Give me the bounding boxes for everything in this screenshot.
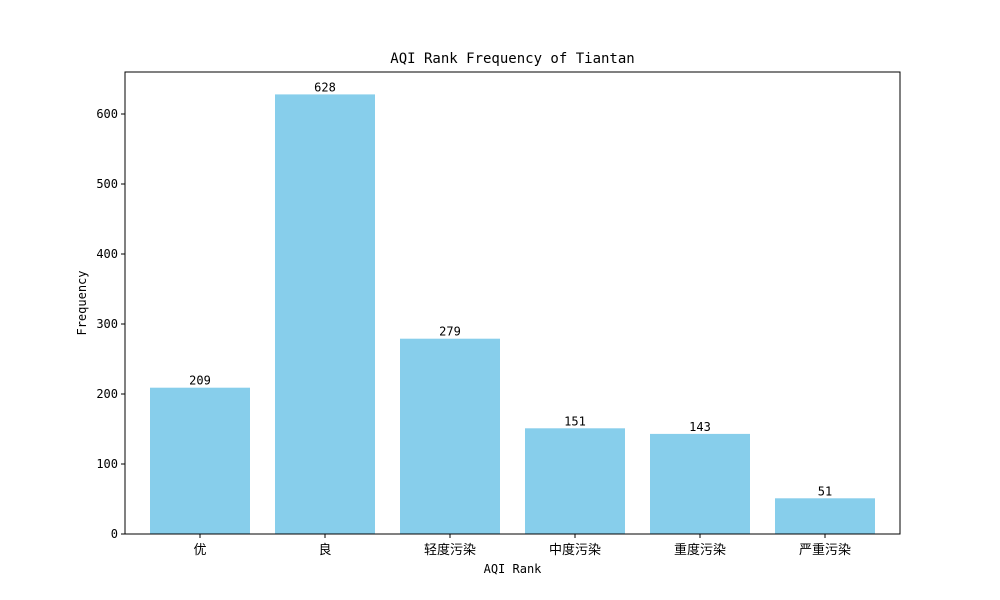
plot-frame	[124, 71, 901, 535]
bar	[150, 387, 250, 534]
bar	[400, 338, 500, 534]
y-tick-label: 500	[96, 177, 118, 191]
bar-data-label: 143	[689, 420, 711, 434]
y-tick-label: 200	[96, 387, 118, 401]
x-axis: 优 良 轻度污染 中度污染 重度污染 严重污染	[193, 534, 851, 558]
x-tick-label: 良	[318, 542, 331, 558]
y-tick-label: 0	[111, 527, 118, 541]
y-axis: 0 100 200 300 400 500 600	[96, 107, 125, 541]
bar-data-label: 151	[564, 414, 586, 428]
bar-data-label: 628	[314, 80, 336, 94]
x-tick-label: 中度污染	[549, 542, 601, 558]
x-tick-label: 优	[193, 543, 206, 558]
bar	[775, 498, 875, 534]
bar-data-label: 279	[439, 325, 461, 339]
data-labels-layer: 209 628 279 151 143 51	[189, 80, 832, 498]
y-tick-label: 400	[96, 247, 118, 261]
x-tick-label: 重度污染	[674, 542, 726, 558]
bar-data-label: 51	[818, 484, 832, 498]
y-axis-title: Frequency	[75, 270, 89, 335]
bar	[525, 428, 625, 534]
y-tick-label: 600	[96, 107, 118, 121]
y-tick-label: 300	[96, 317, 118, 331]
chart-title: AQI Rank Frequency of Tiantan	[390, 51, 634, 67]
x-axis-title: AQI Rank	[484, 562, 543, 576]
y-tick-label: 100	[96, 457, 118, 471]
bar-data-label: 209	[189, 374, 211, 388]
bar	[275, 94, 375, 535]
bars-layer	[150, 94, 875, 535]
bar	[650, 433, 750, 534]
x-tick-label: 严重污染	[799, 542, 851, 558]
x-tick-label: 轻度污染	[424, 542, 476, 558]
